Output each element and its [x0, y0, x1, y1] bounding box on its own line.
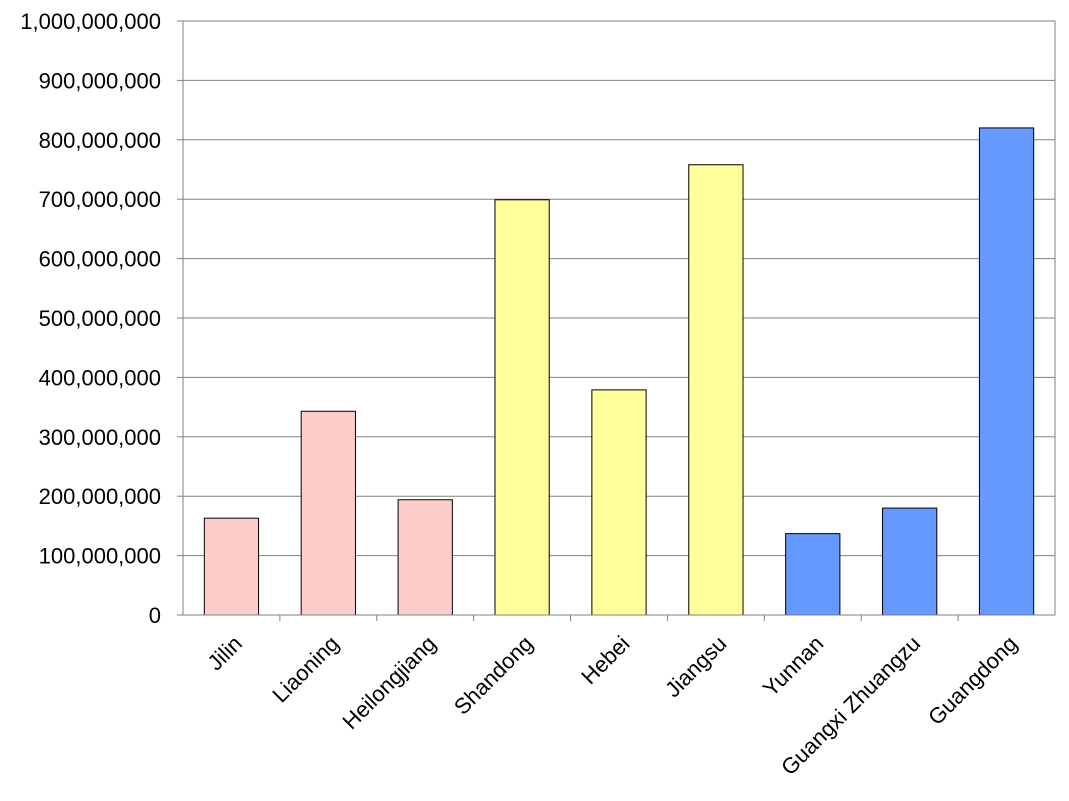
- x-category-label: Heilongjiang: [337, 631, 440, 734]
- y-tick-label: 600,000,000: [39, 247, 161, 272]
- x-category-label: Jilin: [202, 631, 246, 675]
- bar-hebei: [591, 389, 647, 616]
- y-tick-label: 700,000,000: [39, 187, 161, 212]
- bar-yunnan: [785, 533, 841, 616]
- y-tick-label: 300,000,000: [39, 425, 161, 450]
- bar-jilin: [203, 517, 260, 616]
- bars: [203, 127, 1035, 616]
- y-tick-label: 200,000,000: [39, 484, 161, 509]
- bar-heilongjiang: [397, 499, 453, 616]
- y-tick-label: 100,000,000: [39, 544, 161, 569]
- bar-guangxi-zhuangzu: [882, 507, 938, 616]
- x-category-label: Jiangsu: [660, 631, 731, 702]
- y-tick-label: 800,000,000: [39, 128, 161, 153]
- bar-liaoning: [300, 410, 356, 616]
- bar-jiangsu: [688, 164, 744, 616]
- bar-shandong: [494, 199, 550, 616]
- y-tick-label: 1,000,000,000: [20, 9, 161, 34]
- x-category-label: Yunnan: [758, 631, 828, 701]
- y-tick-label: 0: [149, 603, 161, 628]
- plot-area-border: [182, 20, 1056, 616]
- y-tick-label: 400,000,000: [39, 365, 161, 390]
- y-tick-label: 900,000,000: [39, 68, 161, 93]
- x-category-label: Liaoning: [267, 631, 344, 708]
- x-category-label: Guangdong: [923, 631, 1022, 730]
- y-tick-label: 500,000,000: [39, 306, 161, 331]
- bar-guangdong: [978, 127, 1035, 616]
- y-axis-ticks: 0 100,000,000 200,000,000 300,000,000 400,00…: [20, 9, 959, 628]
- x-category-label: Shandong: [449, 631, 538, 720]
- plot-frame: [182, 20, 1056, 616]
- x-category-label: Hebei: [576, 631, 634, 689]
